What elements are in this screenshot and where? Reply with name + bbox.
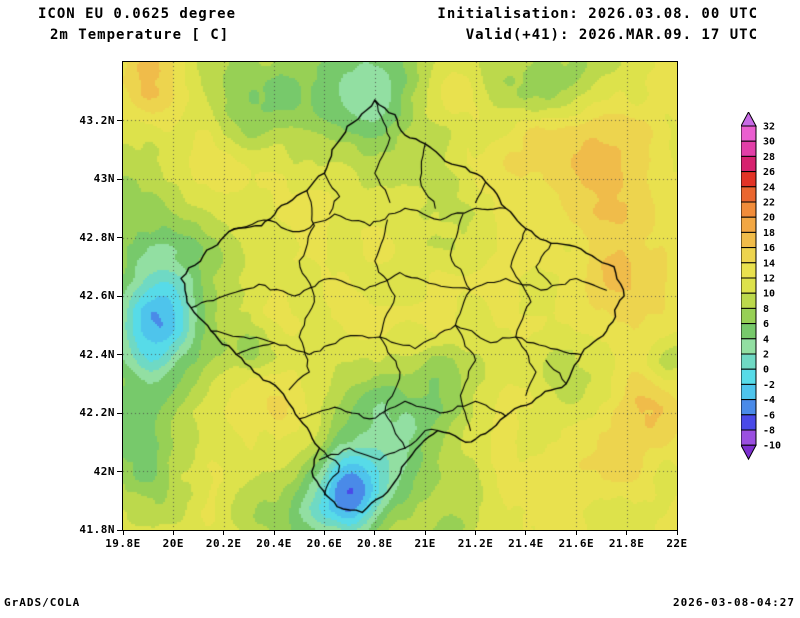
colorbar-band: [741, 399, 757, 416]
creation-timestamp: 2026-03-08-04:27: [673, 596, 795, 609]
valid-time: Valid(+41): 2026.MAR.09. 17 UTC: [465, 27, 758, 43]
x-tick-label: 21.2E: [457, 537, 494, 550]
colorbar-label: 24: [763, 182, 775, 193]
y-tick-label: 42.8N: [79, 230, 115, 244]
colorbar-band: [741, 338, 757, 355]
x-tick-label: 19.8E: [105, 537, 141, 550]
model-title: ICON EU 0.0625 degree: [38, 6, 237, 22]
colorbar-band: [741, 140, 757, 157]
x-tick-label: 21.8E: [608, 537, 645, 550]
y-tick-mark: [117, 412, 122, 414]
colorbar-band: [741, 216, 757, 233]
colorbar-band: [741, 414, 757, 431]
x-tick-label: 22E: [666, 537, 688, 550]
colorbar-band: [741, 277, 757, 294]
x-tick-mark: [525, 531, 527, 535]
x-tick-label: 21E: [414, 537, 436, 550]
x-tick-label: 20.6E: [306, 537, 343, 550]
y-tick-mark: [117, 295, 122, 297]
colorbar-label: -2: [763, 380, 775, 391]
x-tick-mark: [223, 531, 225, 535]
colorbar-arrow-bottom: [741, 444, 757, 461]
x-tick-mark: [323, 531, 325, 535]
colorbar-arrow-top: [741, 112, 757, 127]
y-tick-label: 42N: [93, 464, 115, 478]
colorbar-label: 14: [763, 258, 775, 269]
y-tick-mark: [117, 120, 122, 121]
colorbar-band: [741, 125, 757, 142]
colorbar-band: [741, 186, 757, 203]
colorbar-label: 2: [763, 350, 769, 361]
y-tick-mark: [117, 178, 122, 180]
colorbar-band: [741, 353, 757, 370]
x-tick-label: 21.6E: [558, 537, 595, 550]
y-tick-label: 41.8N: [79, 523, 115, 536]
y-tick-label: 42.4N: [79, 347, 115, 361]
x-tick-mark: [676, 531, 678, 535]
x-tick-label: 20.4E: [256, 537, 292, 550]
colorbar-label: 30: [763, 137, 775, 148]
colorbar-label: -4: [763, 395, 775, 406]
x-tick-mark: [122, 531, 124, 535]
y-tick-label: 43.2N: [79, 113, 115, 127]
x-tick-mark: [475, 531, 477, 535]
colorbar-band: [741, 307, 757, 325]
colorbar-label: 10: [763, 289, 775, 300]
x-tick-mark: [575, 531, 577, 535]
grads-credit: GrADS/COLA: [4, 596, 81, 609]
x-tick-mark: [273, 531, 275, 535]
x-tick-label: 20E: [162, 537, 185, 550]
colorbar-label: 8: [763, 304, 769, 315]
y-tick-mark: [117, 237, 122, 238]
x-tick-mark: [172, 531, 174, 535]
colorbar-label: 0: [763, 365, 769, 376]
colorbar-label: -10: [763, 441, 781, 452]
x-tick-mark: [424, 531, 426, 535]
colorbar-band: [741, 323, 757, 340]
colorbar-label: 32: [763, 122, 775, 133]
colorbar-band: [741, 201, 757, 218]
colorbar-band: [741, 368, 757, 385]
y-tick-mark: [117, 471, 122, 472]
colorbar-label: 4: [763, 334, 769, 345]
colorbar-label: -8: [763, 426, 775, 437]
colorbar-label: 28: [763, 152, 775, 163]
y-tick-mark: [117, 354, 122, 355]
colorbar-label: 18: [763, 228, 775, 239]
colorbar-label: 6: [763, 319, 769, 330]
y-tick-label: 43N: [93, 172, 115, 185]
colorbar-label: 26: [763, 167, 775, 178]
colorbar-label: 22: [763, 198, 775, 209]
variable-title: 2m Temperature [ C]: [50, 27, 230, 43]
colorbar-band: [741, 292, 757, 309]
colorbar-band: [741, 155, 757, 173]
x-tick-mark: [626, 531, 628, 535]
y-tick-mark: [117, 529, 122, 531]
temperature-map-canvas: [123, 62, 677, 530]
x-tick-label: 20.2E: [205, 537, 242, 550]
colorbar-label: 16: [763, 243, 775, 254]
colorbar-band: [741, 247, 757, 264]
colorbar-label: 20: [763, 213, 775, 224]
colorbar-label: 12: [763, 274, 775, 285]
y-tick-label: 42.6N: [79, 289, 115, 302]
x-tick-label: 20.8E: [357, 537, 393, 550]
x-tick-mark: [374, 531, 376, 535]
x-tick-label: 21.4E: [508, 537, 544, 550]
colorbar-band: [741, 429, 757, 446]
initialisation-time: Initialisation: 2026.03.08. 00 UTC: [437, 6, 758, 22]
colorbar-band: [741, 231, 757, 249]
colorbar-band: [741, 383, 757, 401]
y-tick-label: 42.2N: [79, 406, 115, 419]
colorbar-band: [741, 262, 757, 279]
colorbar-label: -6: [763, 410, 775, 421]
colorbar-band: [741, 171, 757, 188]
